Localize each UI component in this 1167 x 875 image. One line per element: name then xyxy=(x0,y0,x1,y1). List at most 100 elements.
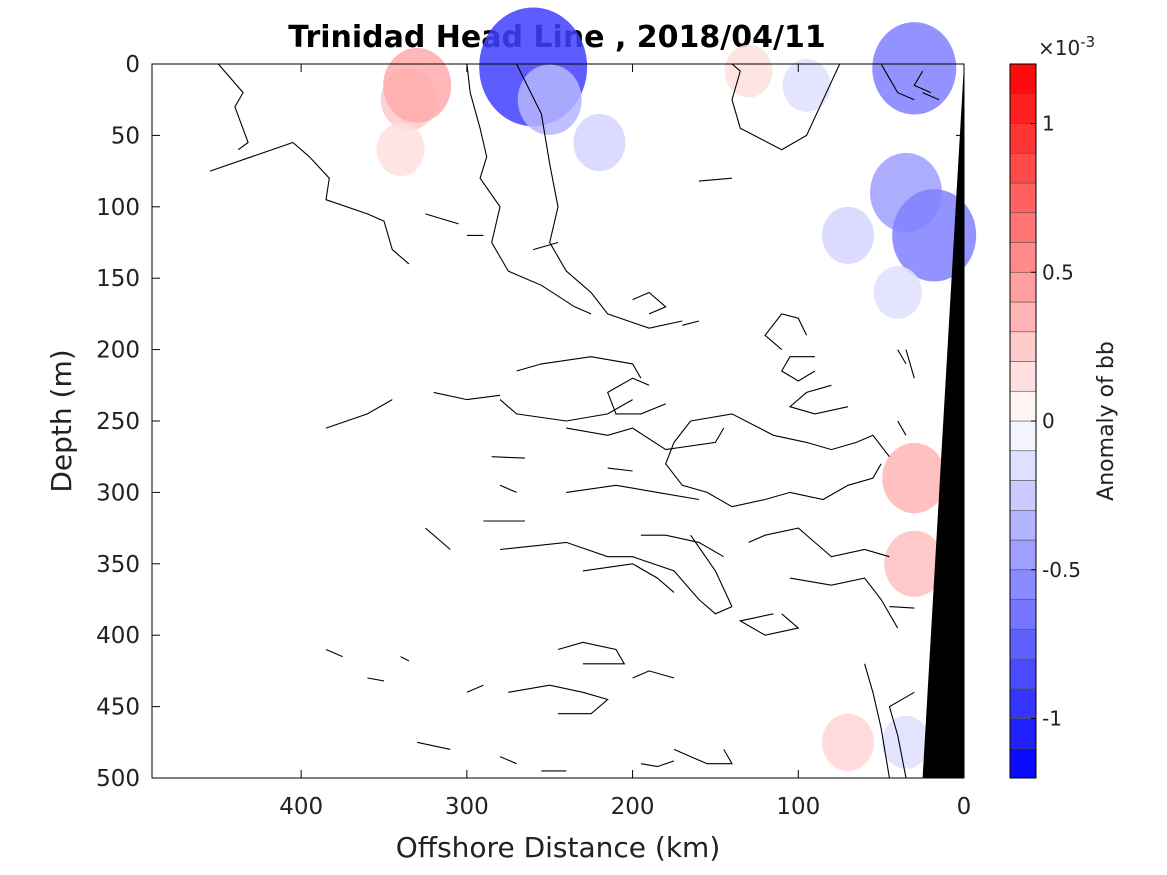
zero-contour-line xyxy=(632,291,667,315)
colorbar-ticks: 1 0.5 0 -0.5 -1 xyxy=(1031,112,1081,731)
zero-contour-line xyxy=(499,756,517,765)
zero-contour-line xyxy=(466,63,592,315)
anomaly-patch xyxy=(872,22,957,115)
x-tick-label: 400 xyxy=(279,794,323,820)
colorbar-swatch xyxy=(1009,242,1037,273)
colorbar-swatch xyxy=(1009,658,1037,690)
colorbar-swatch xyxy=(1009,599,1037,630)
zero-contour-line xyxy=(607,377,666,415)
zero-contour-line xyxy=(888,691,915,779)
y-tick-label: 250 xyxy=(96,409,140,435)
y-axis-label: Depth (m) xyxy=(45,349,78,492)
colorbar-tick-label: 1 xyxy=(1042,112,1055,136)
colorbar-swatch xyxy=(1009,123,1037,154)
colorbar-tick-label: -0.5 xyxy=(1042,558,1081,582)
anomaly-patch xyxy=(822,713,874,771)
x-tick-label: 0 xyxy=(957,794,972,820)
anomaly-field xyxy=(376,7,977,771)
bathymetry xyxy=(922,64,964,778)
zero-contour-line xyxy=(748,527,890,558)
y-tick-label: 0 xyxy=(125,52,140,78)
x-tick-label: 100 xyxy=(776,794,820,820)
colorbar-tick-label: 0 xyxy=(1042,409,1055,433)
y-tick-label: 100 xyxy=(96,195,140,221)
plot-background xyxy=(152,64,964,778)
colorbar-swatch xyxy=(1009,271,1037,303)
plot-area: 400 300 200 100 0 0 50 100 150 200 250 300 350 400 45… xyxy=(96,7,977,820)
zero-contour-line xyxy=(880,63,915,101)
bathymetry-polygon xyxy=(922,64,964,778)
zero-contour-line xyxy=(217,63,249,151)
zero-contour-line xyxy=(788,384,849,415)
colorbar-swatch xyxy=(1009,628,1037,660)
colorbar-swatch xyxy=(1009,509,1037,541)
colorbar-swatch xyxy=(1009,688,1037,719)
y-tick-label: 200 xyxy=(96,338,140,364)
zero-contour-line xyxy=(425,213,459,225)
zero-contour-line xyxy=(607,467,633,472)
colorbar-tick-label: 0.5 xyxy=(1042,260,1074,284)
zero-contour-line xyxy=(673,748,733,765)
zero-contour-line xyxy=(731,63,841,151)
colorbar-swatch xyxy=(1009,480,1037,511)
zero-contour-line xyxy=(780,356,816,382)
colorbar-label: Anomaly of bb xyxy=(1094,341,1119,501)
zero-contour-line xyxy=(425,527,451,550)
zero-contour-line xyxy=(508,684,609,715)
zero-contour-line xyxy=(566,484,699,501)
colorbar-swatch xyxy=(1009,569,1037,600)
zero-contour-line xyxy=(499,541,733,615)
x-axis-label: Offshore Distance (km) xyxy=(396,831,721,864)
anomaly-patch xyxy=(383,48,452,123)
zero-contour-line xyxy=(922,92,940,101)
anomaly-patch xyxy=(882,715,930,769)
colorbar-swatch xyxy=(1009,182,1037,214)
zero-contour-line xyxy=(682,320,700,326)
zero-contour-line xyxy=(499,399,633,422)
anomaly-patch xyxy=(873,266,922,319)
zero-contour-line xyxy=(433,391,501,401)
x-tick-label: 200 xyxy=(611,794,655,820)
zero-contour-line xyxy=(566,427,725,451)
zero-contour-line xyxy=(913,70,932,94)
zero-contour-line xyxy=(491,456,525,459)
anomaly-patch xyxy=(376,123,425,177)
anomaly-patch xyxy=(782,59,831,112)
zero-contour-line xyxy=(698,177,733,182)
zero-contour-line xyxy=(889,606,915,609)
colorbar-swatch xyxy=(1009,331,1037,362)
colorbar-swatch xyxy=(1009,301,1037,333)
colorbar-swatch xyxy=(1009,63,1037,95)
anomaly-patch xyxy=(573,113,626,172)
zero-contour-line xyxy=(532,241,559,251)
zero-contours xyxy=(209,63,940,779)
colorbar-swatch xyxy=(1009,93,1037,124)
zero-contour-line xyxy=(640,760,675,768)
y-tick-label: 350 xyxy=(96,552,140,578)
x-tick-label: 300 xyxy=(445,794,489,820)
zero-contour-line xyxy=(632,670,675,679)
zero-contour-line xyxy=(665,420,882,508)
zero-contour-line xyxy=(640,534,724,558)
colorbar-swatch xyxy=(1009,450,1037,481)
anomaly-patch xyxy=(884,530,945,597)
zero-contour-line xyxy=(789,577,899,629)
zero-contour-line xyxy=(209,141,410,265)
colorbar-swatch xyxy=(1009,420,1037,452)
y-tick-label: 450 xyxy=(96,695,140,721)
y-tick-label: 500 xyxy=(96,766,140,792)
colorbar-swatch xyxy=(1009,718,1037,749)
zero-contour-line xyxy=(466,684,484,693)
zero-contour-line xyxy=(557,641,626,665)
zero-contour-line xyxy=(325,648,343,658)
colorbar-swatch xyxy=(1009,361,1037,392)
zero-contour-line xyxy=(582,563,675,593)
x-axis-ticks: 400 300 200 100 0 xyxy=(279,64,971,820)
zero-contour-line xyxy=(516,356,642,379)
y-tick-label: 400 xyxy=(96,623,140,649)
colorbar-swatch xyxy=(1009,212,1037,243)
anomaly-patch xyxy=(517,64,582,135)
y-axis-ticks: 0 50 100 150 200 250 300 350 400 450 500 xyxy=(96,52,964,792)
anomaly-patch xyxy=(822,206,874,264)
